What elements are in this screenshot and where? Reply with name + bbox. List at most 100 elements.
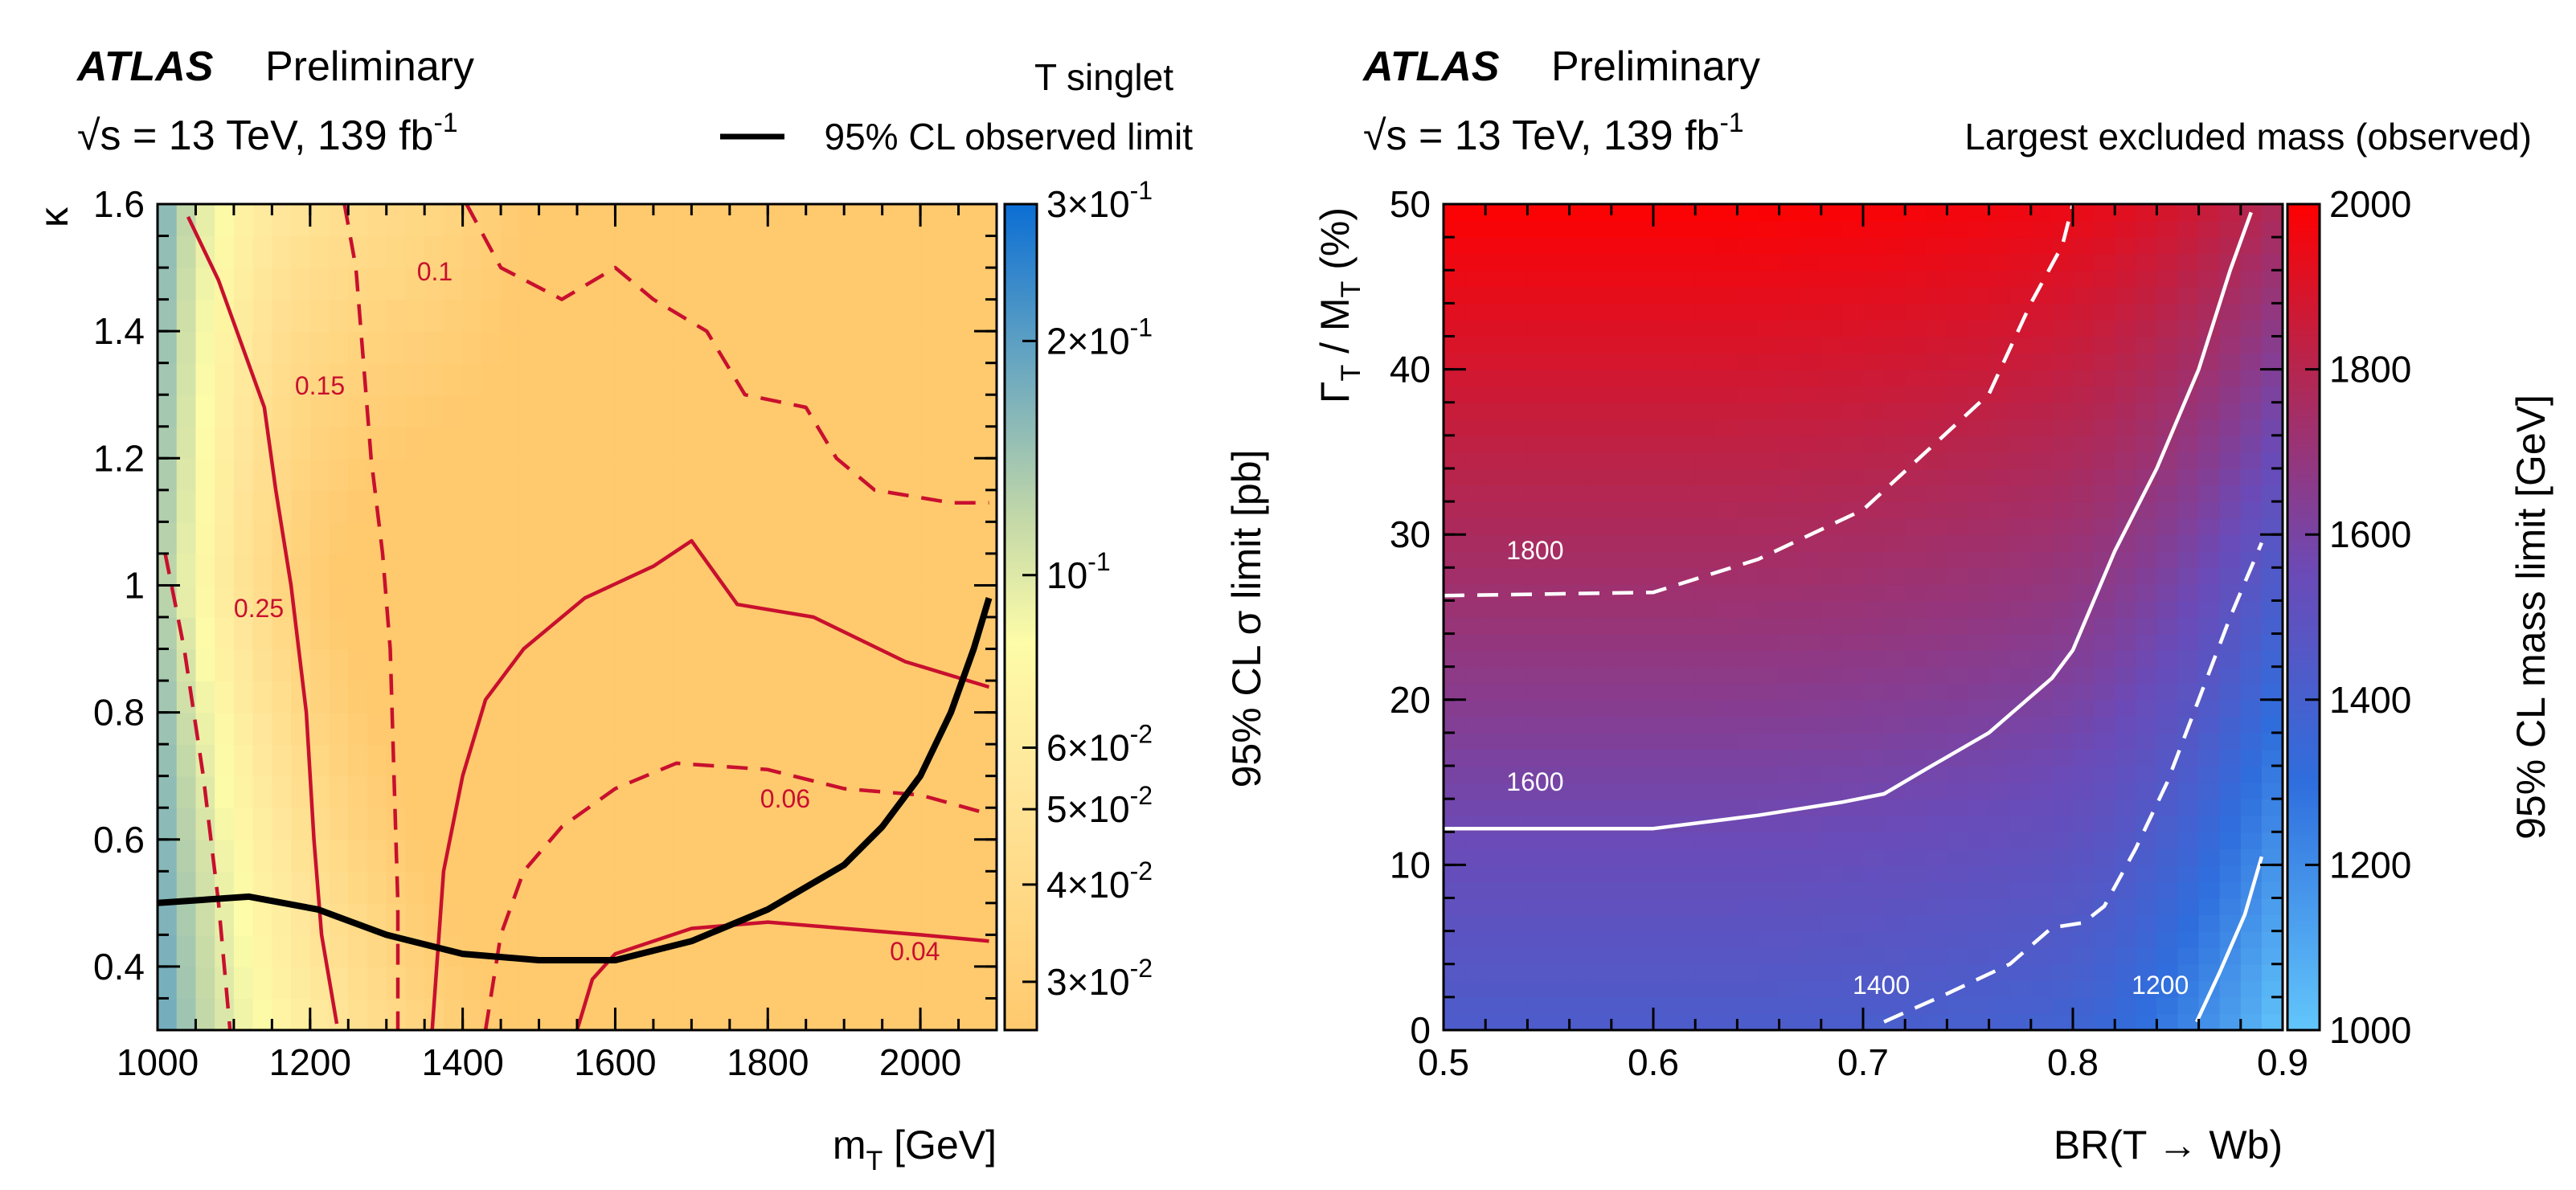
heatmap-cell	[977, 426, 997, 460]
heatmap-cell	[1716, 799, 1738, 816]
heatmap-cell	[1863, 699, 1885, 718]
heatmap-cell	[825, 362, 845, 396]
heatmap-cell	[2177, 501, 2200, 519]
heatmap-cell	[1674, 1013, 1696, 1030]
heatmap-cell	[596, 681, 616, 714]
heatmap-cell	[1506, 749, 1529, 767]
heatmap-cell	[1632, 832, 1654, 849]
heatmap-cell	[1632, 1013, 1654, 1030]
heatmap-cell	[2051, 732, 2074, 750]
heatmap-cell	[2219, 435, 2242, 453]
tick-label: 0.8	[93, 692, 145, 734]
heatmap-cell	[1758, 947, 1780, 965]
heatmap-cell	[1674, 270, 1696, 288]
heatmap-cell	[1548, 270, 1571, 288]
heatmap-cell	[1820, 485, 1843, 502]
heatmap-cell	[1569, 485, 1591, 502]
heatmap-cell	[1569, 617, 1591, 635]
heatmap-cell	[2198, 402, 2221, 420]
heatmap-cell	[1884, 220, 1906, 238]
heatmap-cell	[2115, 650, 2137, 668]
heatmap-cell	[1548, 683, 1571, 701]
heatmap-cell	[729, 839, 750, 873]
heatmap-cell	[1820, 848, 1843, 866]
contour-1600-line	[1444, 211, 2253, 831]
heatmap-cell	[1653, 319, 1675, 337]
heatmap-cell	[1485, 650, 1508, 668]
heatmap-cell	[443, 235, 464, 268]
heatmap-cell	[539, 331, 559, 364]
heatmap-cell	[1548, 419, 1571, 436]
heatmap-cell	[1779, 550, 1801, 569]
heatmap-cell	[2030, 583, 2053, 602]
heatmap-cell	[1863, 832, 1885, 849]
heatmap-cell	[711, 681, 731, 714]
heatmap-cell	[920, 617, 940, 650]
heatmap-cell	[1590, 286, 1612, 305]
heatmap-cell	[1548, 550, 1571, 569]
heatmap-cell	[329, 808, 350, 840]
colorbar-tick-label: 2×10-1	[1046, 313, 1153, 362]
heatmap-cell	[634, 998, 654, 1030]
heatmap-cell	[1863, 716, 1885, 734]
heatmap-cell	[805, 934, 826, 967]
heatmap-cell	[1569, 996, 1591, 1015]
heatmap-cell	[1968, 468, 1990, 486]
heatmap-cell	[2219, 898, 2242, 915]
heatmap-cell	[862, 934, 883, 967]
heatmap-cell	[1884, 353, 1906, 370]
heatmap-cell	[1464, 550, 1486, 569]
heatmap-cell	[1779, 996, 1801, 1015]
heatmap-cell	[2094, 419, 2115, 436]
heatmap-cell	[862, 871, 883, 904]
heatmap-cell	[158, 839, 178, 873]
heatmap-cell	[329, 585, 350, 618]
heatmap-cell	[2198, 914, 2221, 932]
heatmap-cell	[1590, 716, 1612, 734]
heatmap-cell	[2073, 848, 2095, 866]
heatmap-cell	[787, 331, 807, 364]
heatmap-cell	[2156, 865, 2179, 882]
heatmap-cell	[1611, 517, 1633, 535]
heatmap-cell	[920, 553, 940, 587]
heatmap-cell	[1905, 501, 1927, 519]
heatmap-cell	[462, 775, 483, 809]
heatmap-cell	[2009, 766, 2032, 783]
heatmap-cell	[1820, 815, 1843, 833]
heatmap-cell	[2240, 386, 2263, 403]
heatmap-cell	[1758, 270, 1780, 288]
heatmap-cell	[348, 426, 368, 460]
heatmap-cell	[958, 966, 979, 1000]
heatmap-cell	[729, 775, 750, 809]
heatmap-cell	[920, 998, 940, 1030]
heatmap-cell	[862, 235, 883, 268]
heatmap-cell	[2009, 633, 2032, 651]
heatmap-cell	[2240, 617, 2263, 635]
heatmap-cell	[2115, 435, 2137, 453]
heatmap-cell	[1611, 898, 1633, 915]
heatmap-cell	[539, 458, 559, 491]
heatmap-cell	[2156, 353, 2179, 370]
heatmap-cell	[329, 235, 350, 268]
heatmap-cell	[558, 553, 578, 587]
heatmap-cell	[634, 395, 654, 427]
heatmap-cell	[367, 458, 387, 491]
heatmap-cell	[1968, 633, 1990, 651]
heatmap-cell	[2051, 848, 2074, 866]
heatmap-cell	[2156, 947, 2179, 965]
heatmap-cell	[653, 489, 674, 523]
heatmap-cell	[1926, 683, 1948, 701]
heatmap-cell	[1611, 468, 1633, 486]
heatmap-cell	[2136, 996, 2158, 1015]
heatmap-cell	[2219, 996, 2242, 1015]
heatmap-cell	[1590, 534, 1612, 552]
heatmap-cell	[252, 235, 273, 268]
heatmap-cell	[2094, 865, 2115, 882]
heatmap-cell	[1758, 963, 1780, 982]
heatmap-cell	[691, 235, 711, 268]
heatmap-cell	[1779, 898, 1801, 915]
heatmap-cell	[329, 362, 350, 396]
heatmap-cell	[1905, 666, 1927, 685]
heatmap-cell	[558, 204, 578, 237]
heatmap-cell	[1905, 600, 1927, 618]
